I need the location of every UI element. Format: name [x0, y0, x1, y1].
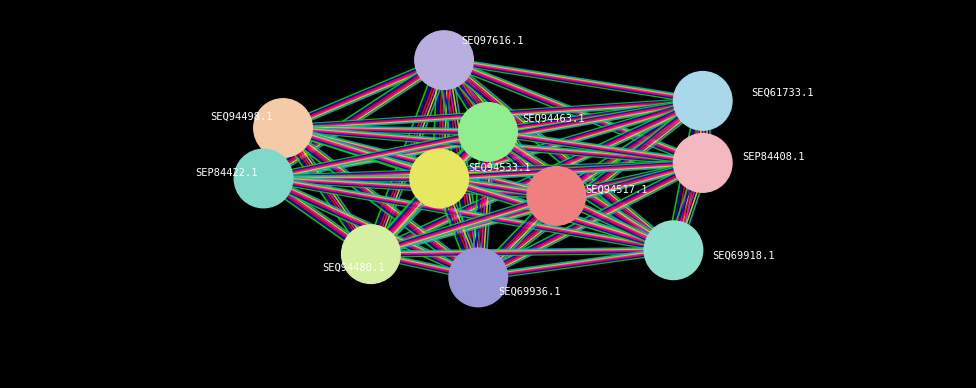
Text: SEQ94517.1: SEQ94517.1	[586, 185, 648, 195]
Ellipse shape	[449, 248, 508, 307]
Text: SEQ94498.1: SEQ94498.1	[210, 111, 272, 121]
Text: SEQ97616.1: SEQ97616.1	[462, 36, 524, 46]
Ellipse shape	[342, 225, 400, 283]
Ellipse shape	[459, 103, 517, 161]
Ellipse shape	[527, 167, 586, 225]
Ellipse shape	[254, 99, 312, 157]
Ellipse shape	[673, 134, 732, 192]
Ellipse shape	[673, 72, 732, 130]
Text: SEQ94480.1: SEQ94480.1	[322, 263, 385, 273]
Text: SEP84422.1: SEP84422.1	[195, 168, 258, 178]
Text: SEQ69918.1: SEQ69918.1	[712, 251, 775, 261]
Text: SEQ94533.1: SEQ94533.1	[468, 163, 531, 173]
Ellipse shape	[644, 221, 703, 279]
Ellipse shape	[415, 31, 473, 89]
Text: SEQ61733.1: SEQ61733.1	[752, 88, 814, 98]
Ellipse shape	[410, 149, 468, 208]
Text: SEQ94463.1: SEQ94463.1	[522, 113, 585, 123]
Ellipse shape	[234, 149, 293, 208]
Text: SEP84408.1: SEP84408.1	[742, 152, 804, 162]
Text: SEQ69936.1: SEQ69936.1	[498, 287, 560, 297]
